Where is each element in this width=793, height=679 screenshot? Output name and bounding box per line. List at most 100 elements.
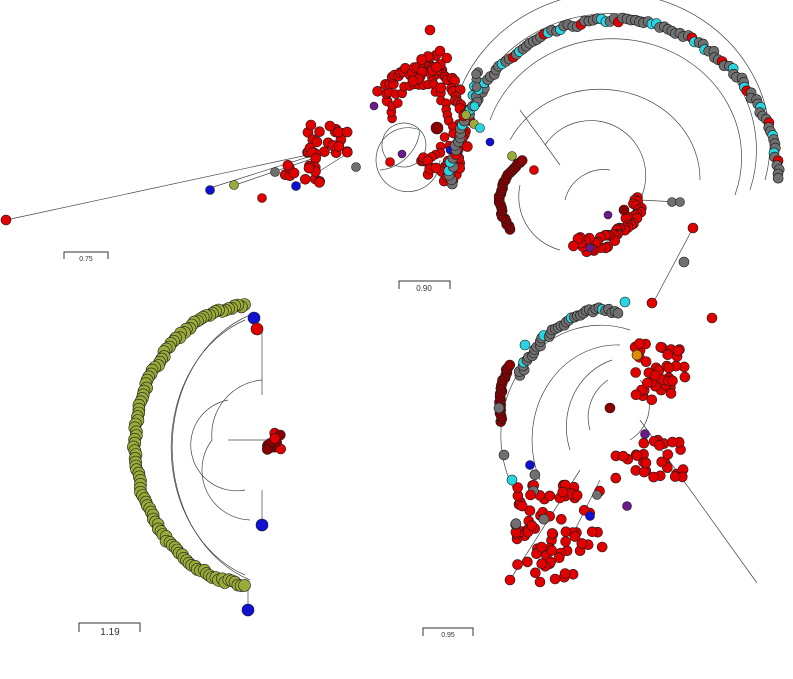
tip-node-dark-red [516,155,528,166]
tip-node-red [655,341,667,353]
tip-node-red [333,141,345,152]
tip-node-red [672,345,684,357]
tip-node-red [640,457,652,469]
tip-node-red [576,538,588,549]
tip-node-grey [471,82,482,92]
tip-node-red [372,86,383,97]
tip-node-red [610,472,622,484]
tip-node-grey [678,256,690,268]
tip-node-blue [485,137,495,147]
scale-bar-bottom-right: 0.95 [422,627,474,639]
scale-bar-bottom-left: 1.19 [78,622,141,638]
tip-node-red [424,24,436,36]
tip-node-red [646,297,658,309]
tip-node-cyan [475,123,485,133]
tree-top-left-branches [5,122,441,221]
scale-bar-label: 0.75 [79,256,93,263]
tip-node-grey [667,197,677,207]
tip-node-blue [247,311,261,325]
tip-node-red [640,356,652,368]
tree-top-right: 0.90 [398,0,785,293]
tip-node-red [435,82,447,94]
tip-node-red [314,177,325,188]
tip-node-blue [255,518,269,532]
tip-node-blue [291,181,301,191]
tip-node-red [687,222,699,234]
tip-node-red [341,126,353,138]
tip-node-purple [603,210,613,220]
tip-node-red [525,489,536,501]
tip-node-red [669,471,681,482]
scale-bar-label: 0.95 [441,632,455,639]
tip-node-red [416,54,427,65]
tip-node-red [665,388,677,399]
tip-node-cyan [506,474,518,486]
tip-node-red [706,312,718,324]
tip-node-red [439,132,450,142]
tip-node-red [679,371,691,383]
tip-node-red [646,394,658,406]
tip-node-olive [461,110,471,120]
tree-top-right-tips [443,12,785,258]
tip-node-olive [238,579,251,592]
tip-node-blue [205,185,215,195]
scale-bar-label: 0.90 [416,284,432,293]
tip-node-red [546,545,558,556]
tip-node-red [534,576,546,588]
tip-node-grey [675,197,685,207]
tip-node-red [549,573,561,585]
tip-node-dark-red [261,444,273,455]
tip-node-grey [493,402,505,414]
tip-node-red [431,61,442,73]
tip-node-olive [229,180,239,190]
tip-node-purple [640,429,650,439]
tip-node-purple [622,501,632,511]
tip-node-grey [772,172,784,184]
tip-node-red [305,119,317,131]
tip-node-red [586,526,598,538]
tip-node-red [407,75,419,87]
tip-node-red [546,528,558,539]
tip-node-dark-red [430,121,444,135]
tip-node-red [648,471,659,483]
tip-node-dark-red [604,402,616,414]
tree-top-left-tips [0,24,476,226]
tip-node-olive [507,151,517,161]
tip-node-grey [612,307,624,319]
tip-node-red [536,558,548,570]
tip-node-red [314,126,325,137]
tip-node-red [617,450,629,462]
tip-node-red [656,456,668,468]
tip-node-red [250,322,264,336]
tip-node-red [654,440,665,451]
tip-node-red [631,450,643,461]
scale-bar-top-left: 0.75 [63,251,109,263]
tip-node-red [303,162,315,174]
tip-node-dark-red [618,204,630,216]
tip-node-grey [538,513,550,525]
tip-node-red [560,536,571,547]
tip-node-red [392,98,403,108]
tip-node-cyan [619,296,631,308]
tip-node-red [441,52,453,64]
tip-node-red [385,157,395,167]
tip-node-red [634,338,645,349]
tree-top-left: 0.75 [0,24,476,263]
tree-bottom-right-tips [493,222,718,588]
tree-bottom-right: 0.95 [422,222,758,639]
tip-node-blue [525,460,535,470]
tip-node-red [257,193,267,203]
tip-node-red [630,367,642,378]
tip-node-red [649,370,661,381]
tip-node-red [560,526,572,538]
tip-node-red [311,136,323,148]
tip-node-red [630,389,642,401]
scale-bar-top-right: 0.90 [398,280,451,293]
tip-node-red [504,574,516,586]
scale-bar-label: 1.19 [100,627,120,638]
tip-node-red [663,362,675,374]
tip-node-red [526,520,538,531]
tip-node-red [662,349,674,361]
tip-node-grey [351,162,361,172]
